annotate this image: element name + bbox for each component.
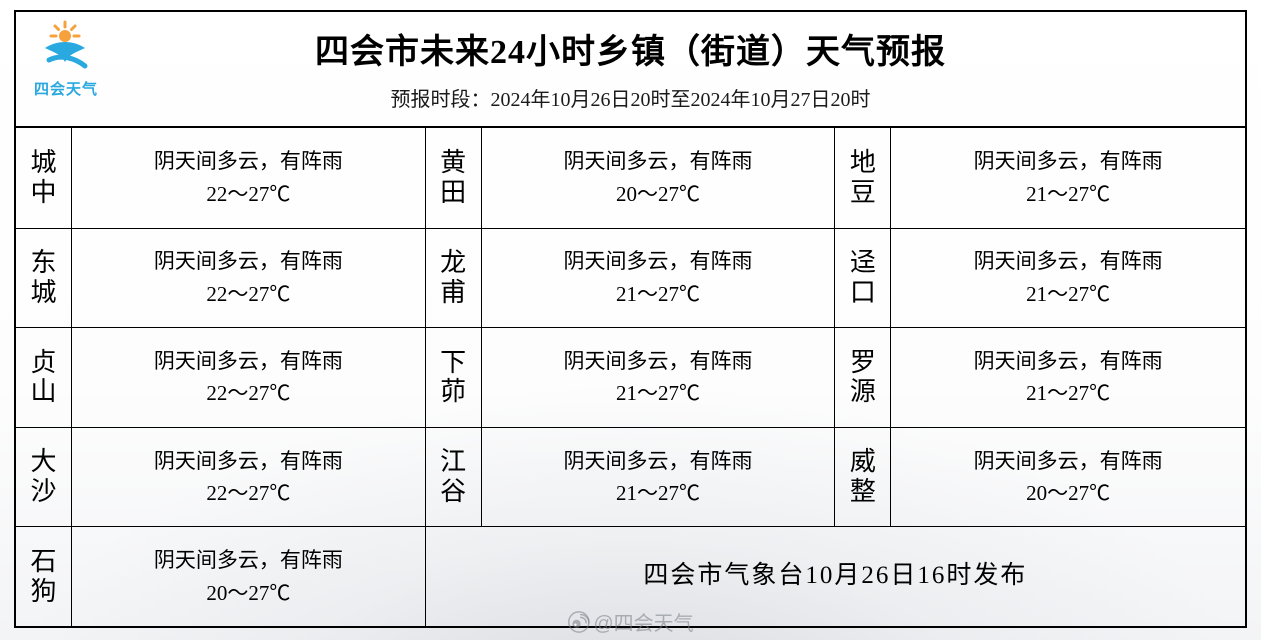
- temp-text: 20～27℃: [616, 178, 700, 211]
- weather-text: 阴天间多云，有阵雨: [974, 245, 1163, 278]
- forecast-cell: 阴天间多云，有阵雨22～27℃: [72, 427, 426, 527]
- issuer-footer: 四会市气象台10月26日16时发布: [426, 526, 1245, 626]
- township-label: 东城: [30, 248, 56, 307]
- weather-text: 阴天间多云，有阵雨: [563, 245, 752, 278]
- township-label: 龙甫: [440, 248, 466, 307]
- forecast-cell: 阴天间多云，有阵雨21～27℃: [482, 427, 836, 527]
- forecast-cell: 阴天间多云，有阵雨21～27℃: [482, 327, 836, 427]
- table-frame: 四会天气 四会市未来24小时乡镇（街道）天气预报 预报时段：2024年10月26…: [14, 10, 1247, 628]
- township-label: 下茆: [440, 348, 466, 407]
- logo-icon: [35, 18, 97, 76]
- township-name: 罗源: [835, 327, 891, 427]
- temp-text: 21～27℃: [616, 278, 700, 311]
- township-label: 罗源: [850, 348, 876, 407]
- forecast-cell: 阴天间多云，有阵雨21～27℃: [482, 228, 836, 328]
- township-name: 城中: [16, 128, 72, 228]
- weather-text: 阴天间多云，有阵雨: [563, 445, 752, 478]
- temp-text: 21～27℃: [616, 377, 700, 410]
- forecast-grid: 城中 阴天间多云，有阵雨22～27℃ 黄田 阴天间多云，有阵雨20～27℃ 地豆…: [16, 126, 1245, 626]
- temp-text: 21～27℃: [1026, 178, 1110, 211]
- township-label: 黄田: [440, 148, 466, 207]
- forecast-cell: 阴天间多云，有阵雨21～27℃: [891, 228, 1245, 328]
- forecast-cell: 阴天间多云，有阵雨22～27℃: [72, 128, 426, 228]
- township-name: 威整: [835, 427, 891, 527]
- township-label: 贞山: [30, 348, 56, 407]
- weather-text: 阴天间多云，有阵雨: [974, 145, 1163, 178]
- township-label: 石狗: [30, 547, 56, 606]
- township-name: 东城: [16, 228, 72, 328]
- weather-text: 阴天间多云，有阵雨: [563, 145, 752, 178]
- weather-text: 阴天间多云，有阵雨: [563, 345, 752, 378]
- temp-text: 22～27℃: [206, 377, 290, 410]
- forecast-cell: 阴天间多云，有阵雨20～27℃: [891, 427, 1245, 527]
- weather-text: 阴天间多云，有阵雨: [974, 345, 1163, 378]
- township-name: 龙甫: [426, 228, 482, 328]
- forecast-cell: 阴天间多云，有阵雨22～27℃: [72, 327, 426, 427]
- page-subtitle: 预报时段：2024年10月26日20时至2024年10月27日20时: [16, 83, 1245, 112]
- temp-text: 22～27℃: [206, 278, 290, 311]
- header: 四会天气 四会市未来24小时乡镇（街道）天气预报 预报时段：2024年10月26…: [16, 12, 1245, 126]
- township-name: 迳口: [835, 228, 891, 328]
- township-name: 地豆: [835, 128, 891, 228]
- temp-text: 20～27℃: [206, 577, 290, 610]
- forecast-cell: 阴天间多云，有阵雨20～27℃: [482, 128, 836, 228]
- issuer-text: 四会市气象台10月26日16时发布: [643, 557, 1027, 596]
- weather-text: 阴天间多云，有阵雨: [154, 445, 343, 478]
- temp-text: 20～27℃: [1026, 477, 1110, 510]
- weather-text: 阴天间多云，有阵雨: [154, 145, 343, 178]
- temp-text: 21～27℃: [1026, 377, 1110, 410]
- forecast-cell: 阴天间多云，有阵雨21～27℃: [891, 128, 1245, 228]
- page-title: 四会市未来24小时乡镇（街道）天气预报: [16, 24, 1245, 73]
- forecast-cell: 阴天间多云，有阵雨22～27℃: [72, 228, 426, 328]
- weather-text: 阴天间多云，有阵雨: [154, 544, 343, 577]
- township-name: 石狗: [16, 526, 72, 626]
- township-name: 下茆: [426, 327, 482, 427]
- forecast-cell: 阴天间多云，有阵雨20～27℃: [72, 526, 426, 626]
- temp-text: 22～27℃: [206, 178, 290, 211]
- township-label: 江谷: [440, 447, 466, 506]
- township-label: 城中: [30, 148, 56, 207]
- forecast-cell: 阴天间多云，有阵雨21～27℃: [891, 327, 1245, 427]
- weather-text: 阴天间多云，有阵雨: [154, 245, 343, 278]
- township-name: 江谷: [426, 427, 482, 527]
- logo: 四会天气: [26, 18, 106, 99]
- logo-text: 四会天气: [26, 78, 106, 99]
- township-name: 黄田: [426, 128, 482, 228]
- weather-text: 阴天间多云，有阵雨: [154, 345, 343, 378]
- township-label: 地豆: [850, 148, 876, 207]
- temp-text: 21～27℃: [1026, 278, 1110, 311]
- township-label: 威整: [850, 447, 876, 506]
- township-label: 迳口: [850, 248, 876, 307]
- temp-text: 22～27℃: [206, 477, 290, 510]
- temp-text: 21～27℃: [616, 477, 700, 510]
- township-name: 大沙: [16, 427, 72, 527]
- township-label: 大沙: [30, 447, 56, 506]
- weather-text: 阴天间多云，有阵雨: [974, 445, 1163, 478]
- page: 四会天气 四会市未来24小时乡镇（街道）天气预报 预报时段：2024年10月26…: [0, 0, 1261, 640]
- township-name: 贞山: [16, 327, 72, 427]
